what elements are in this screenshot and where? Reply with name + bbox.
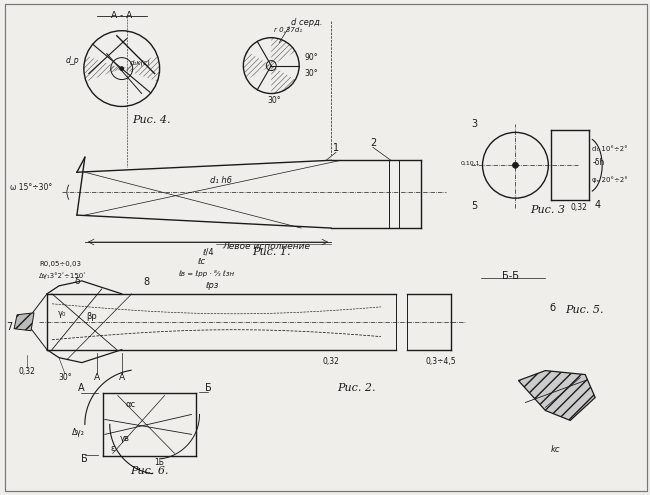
Text: γв: γв (120, 434, 129, 443)
Wedge shape (86, 31, 157, 69)
Text: 3: 3 (471, 119, 478, 129)
Text: 30°: 30° (58, 373, 72, 382)
Text: Левое исполнение: Левое исполнение (222, 242, 310, 250)
Text: ℓс: ℓс (198, 257, 205, 266)
Text: d_р: d_р (65, 56, 79, 65)
Wedge shape (247, 38, 271, 66)
Text: Рис. 3: Рис. 3 (530, 205, 566, 215)
Text: δ: δ (74, 277, 80, 287)
Text: Рис. 5.: Рис. 5. (566, 305, 604, 315)
Text: ℓрз: ℓрз (205, 281, 218, 291)
Wedge shape (247, 66, 271, 94)
Text: Рис. 2.: Рис. 2. (337, 383, 375, 393)
Text: ℓв = ℓрр · ⁸⁄₃ ℓзн: ℓв = ℓрр · ⁸⁄₃ ℓзн (178, 270, 235, 277)
Text: А: А (94, 373, 100, 382)
Circle shape (120, 67, 124, 71)
Text: -δh: -δh (592, 158, 604, 167)
Text: 30°: 30° (267, 96, 281, 105)
Text: 5: 5 (471, 201, 478, 211)
Text: Рис. 1.: Рис. 1. (252, 247, 291, 257)
Text: 0,3÷4,5: 0,3÷4,5 (425, 357, 456, 366)
Text: αс: αс (125, 400, 136, 409)
Wedge shape (86, 69, 157, 106)
Circle shape (512, 162, 519, 168)
Text: φₙ 20°÷2°: φₙ 20°÷2° (592, 176, 628, 183)
Text: Б: Б (205, 383, 212, 393)
Text: 0,10,1: 0,10,1 (461, 161, 480, 166)
Text: А: А (77, 383, 84, 393)
Text: 0,32: 0,32 (322, 357, 339, 366)
Text: R0,05÷0,03: R0,05÷0,03 (39, 261, 81, 267)
Text: d серд.: d серд. (291, 18, 322, 27)
Text: Б: Б (81, 454, 88, 464)
Text: d₁ h6: d₁ h6 (211, 176, 233, 185)
Text: γ₀: γ₀ (58, 309, 66, 318)
Text: ℓ/4: ℓ/4 (202, 248, 213, 257)
Text: Δγ₂: Δγ₂ (72, 428, 85, 437)
Text: d₁ 10°÷2°: d₁ 10°÷2° (592, 147, 628, 152)
Text: Рис. 4.: Рис. 4. (132, 115, 170, 125)
Text: А - А: А - А (111, 11, 133, 20)
Wedge shape (271, 51, 299, 80)
Text: 4: 4 (594, 200, 600, 210)
Text: 7: 7 (6, 322, 12, 332)
Polygon shape (14, 313, 34, 331)
Text: 1Б: 1Б (155, 458, 164, 467)
Text: А: А (119, 373, 125, 382)
Text: r 0,37d₁: r 0,37d₁ (274, 27, 302, 33)
Text: ω 15°÷30°: ω 15°÷30° (10, 183, 52, 192)
Polygon shape (519, 371, 595, 420)
Text: Б-Б: Б-Б (502, 271, 519, 281)
Text: 90°: 90° (304, 53, 318, 62)
Text: kс: kс (551, 445, 560, 454)
Text: βр: βр (86, 312, 98, 321)
Text: Рис. 6.: Рис. 6. (131, 466, 169, 476)
Text: 8: 8 (144, 277, 150, 287)
Text: 30°: 30° (304, 69, 318, 78)
Text: Δγ₁3°2ʹ÷150ʹ: Δγ₁3°2ʹ÷150ʹ (39, 273, 86, 279)
Text: 2: 2 (370, 138, 376, 148)
Text: 0,32: 0,32 (571, 202, 588, 212)
Text: ε: ε (111, 444, 115, 453)
Text: 1: 1 (333, 144, 339, 153)
Text: d₁к(с): d₁к(с) (130, 59, 151, 66)
Text: б: б (549, 303, 555, 313)
Text: 0,32: 0,32 (19, 367, 36, 376)
